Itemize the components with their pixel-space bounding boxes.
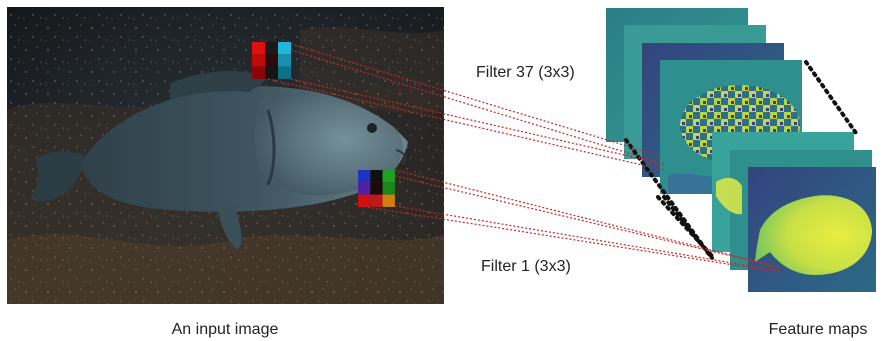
filter-cell	[265, 42, 278, 55]
filter-cell	[382, 182, 395, 195]
filter-cell	[252, 54, 265, 67]
filter-cell	[358, 194, 371, 207]
filter-cell	[370, 170, 383, 183]
filter-cell	[278, 42, 291, 55]
filter-37-patch	[252, 42, 291, 79]
connector-line	[290, 43, 661, 157]
feature-map-filter-1	[748, 167, 876, 292]
filter-cell	[358, 170, 371, 183]
connector-line	[359, 205, 779, 273]
filter-1-label: Filter 1 (3x3)	[481, 258, 571, 275]
filter-cell	[382, 170, 395, 183]
filter-cell	[382, 194, 395, 207]
filter-cell	[278, 54, 291, 67]
filter-cell	[370, 182, 383, 195]
filter-cell	[265, 54, 278, 67]
input-image-caption: An input image	[172, 321, 279, 338]
filter-cell	[358, 182, 371, 195]
filter-cell	[252, 66, 265, 79]
input-image	[7, 7, 444, 304]
feature-map-stack	[606, 8, 876, 292]
filter-cell	[265, 66, 278, 79]
feature-maps-caption: Feature maps	[769, 321, 868, 338]
fish	[30, 70, 408, 250]
filter-cell	[278, 66, 291, 79]
connector-line	[394, 205, 781, 272]
filter-connectors	[267, 43, 783, 273]
connector-line	[290, 49, 665, 165]
filter-cell	[370, 194, 383, 207]
filter-cell	[252, 42, 265, 55]
filter-37-label: Filter 37 (3x3)	[476, 64, 575, 81]
filter-1-patch	[358, 170, 395, 207]
connector-line	[394, 169, 783, 269]
stack-edges	[624, 60, 858, 260]
